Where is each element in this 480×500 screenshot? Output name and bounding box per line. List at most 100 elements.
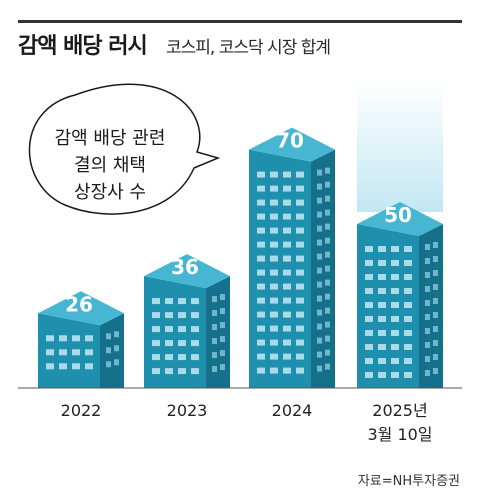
building-window bbox=[257, 255, 265, 262]
building-window bbox=[404, 372, 412, 378]
building-window bbox=[220, 294, 225, 301]
building-window bbox=[270, 185, 278, 192]
building-window bbox=[270, 367, 278, 374]
building-window bbox=[296, 283, 304, 290]
building-window bbox=[365, 260, 373, 266]
building-window bbox=[46, 335, 54, 342]
building-window bbox=[212, 310, 217, 317]
chart-title: 감액 배당 러시 bbox=[18, 34, 148, 59]
building-window bbox=[270, 227, 278, 234]
building-window bbox=[325, 181, 330, 188]
building-window bbox=[178, 340, 186, 347]
building-roof bbox=[249, 127, 335, 162]
building-window bbox=[365, 288, 373, 294]
building-window bbox=[257, 171, 265, 178]
building-window bbox=[212, 352, 217, 359]
building-window bbox=[46, 349, 54, 356]
building-window bbox=[404, 246, 412, 252]
building-window bbox=[317, 337, 322, 344]
building-window bbox=[283, 269, 291, 276]
building-window bbox=[191, 340, 199, 347]
building-window bbox=[72, 349, 80, 356]
building-window bbox=[257, 269, 265, 276]
building-window bbox=[325, 335, 330, 342]
building-window bbox=[433, 256, 438, 262]
building-window bbox=[106, 361, 111, 368]
building-window bbox=[191, 354, 199, 361]
building-window bbox=[283, 255, 291, 262]
building-window bbox=[270, 283, 278, 290]
building-roof bbox=[357, 202, 443, 236]
building-window bbox=[425, 272, 430, 278]
building-window bbox=[114, 345, 119, 352]
building-front bbox=[38, 313, 100, 388]
building-window bbox=[257, 185, 265, 192]
building-roof bbox=[38, 291, 124, 326]
building-window bbox=[270, 199, 278, 206]
building-window bbox=[270, 241, 278, 248]
building-window bbox=[325, 167, 330, 174]
building-window bbox=[425, 342, 430, 348]
building-window bbox=[325, 279, 330, 286]
building-window bbox=[257, 353, 265, 360]
building-window bbox=[296, 325, 304, 332]
building-window bbox=[59, 335, 67, 342]
building-window bbox=[425, 244, 430, 250]
building-window bbox=[59, 363, 67, 370]
building-window bbox=[283, 311, 291, 318]
building-window bbox=[317, 197, 322, 204]
building-window bbox=[283, 185, 291, 192]
building-window bbox=[72, 335, 80, 342]
building-window bbox=[220, 364, 225, 371]
building-window bbox=[106, 347, 111, 354]
x-tick-label: 2024 bbox=[272, 401, 313, 420]
building-window bbox=[325, 223, 330, 230]
building-bar bbox=[144, 254, 230, 388]
building-window bbox=[425, 258, 430, 264]
building-window bbox=[425, 328, 430, 334]
building-window bbox=[257, 339, 265, 346]
building-window bbox=[378, 274, 386, 280]
building-window bbox=[317, 169, 322, 176]
building-window bbox=[404, 274, 412, 280]
building-window bbox=[296, 213, 304, 220]
building-window bbox=[178, 298, 186, 305]
callout-text-line: 감액 배당 관련 bbox=[55, 128, 166, 149]
x-tick-label: 3월 10일 bbox=[367, 425, 432, 444]
source-note: 자료=NH투자증권 bbox=[357, 474, 460, 489]
building-window bbox=[296, 339, 304, 346]
building-window bbox=[296, 255, 304, 262]
building-window bbox=[220, 308, 225, 315]
speech-bubble-shape bbox=[28, 83, 221, 215]
building-window bbox=[404, 302, 412, 308]
building-window bbox=[283, 353, 291, 360]
building-window bbox=[165, 326, 173, 333]
building-window bbox=[378, 288, 386, 294]
building-window bbox=[296, 269, 304, 276]
chart-subtitle: 코스피, 코스닥 시장 합계 bbox=[166, 38, 331, 58]
x-tick-label: 2022 bbox=[61, 401, 102, 420]
building-window bbox=[404, 288, 412, 294]
building-window bbox=[257, 297, 265, 304]
building-window bbox=[59, 349, 67, 356]
building-side bbox=[419, 224, 443, 388]
building-window bbox=[270, 213, 278, 220]
x-tick-label: 2023 bbox=[167, 401, 208, 420]
building-window bbox=[191, 368, 199, 375]
building-window bbox=[317, 323, 322, 330]
building-window bbox=[257, 367, 265, 374]
building-window bbox=[257, 213, 265, 220]
building-window bbox=[378, 344, 386, 350]
building-window bbox=[296, 185, 304, 192]
building-window bbox=[391, 358, 399, 364]
building-window bbox=[391, 372, 399, 378]
building-window bbox=[283, 241, 291, 248]
building-window bbox=[178, 354, 186, 361]
building-window bbox=[212, 366, 217, 373]
building-window bbox=[404, 344, 412, 350]
building-window bbox=[270, 325, 278, 332]
building-window bbox=[152, 312, 160, 319]
building-window bbox=[404, 260, 412, 266]
building-window bbox=[165, 354, 173, 361]
building-window bbox=[317, 211, 322, 218]
